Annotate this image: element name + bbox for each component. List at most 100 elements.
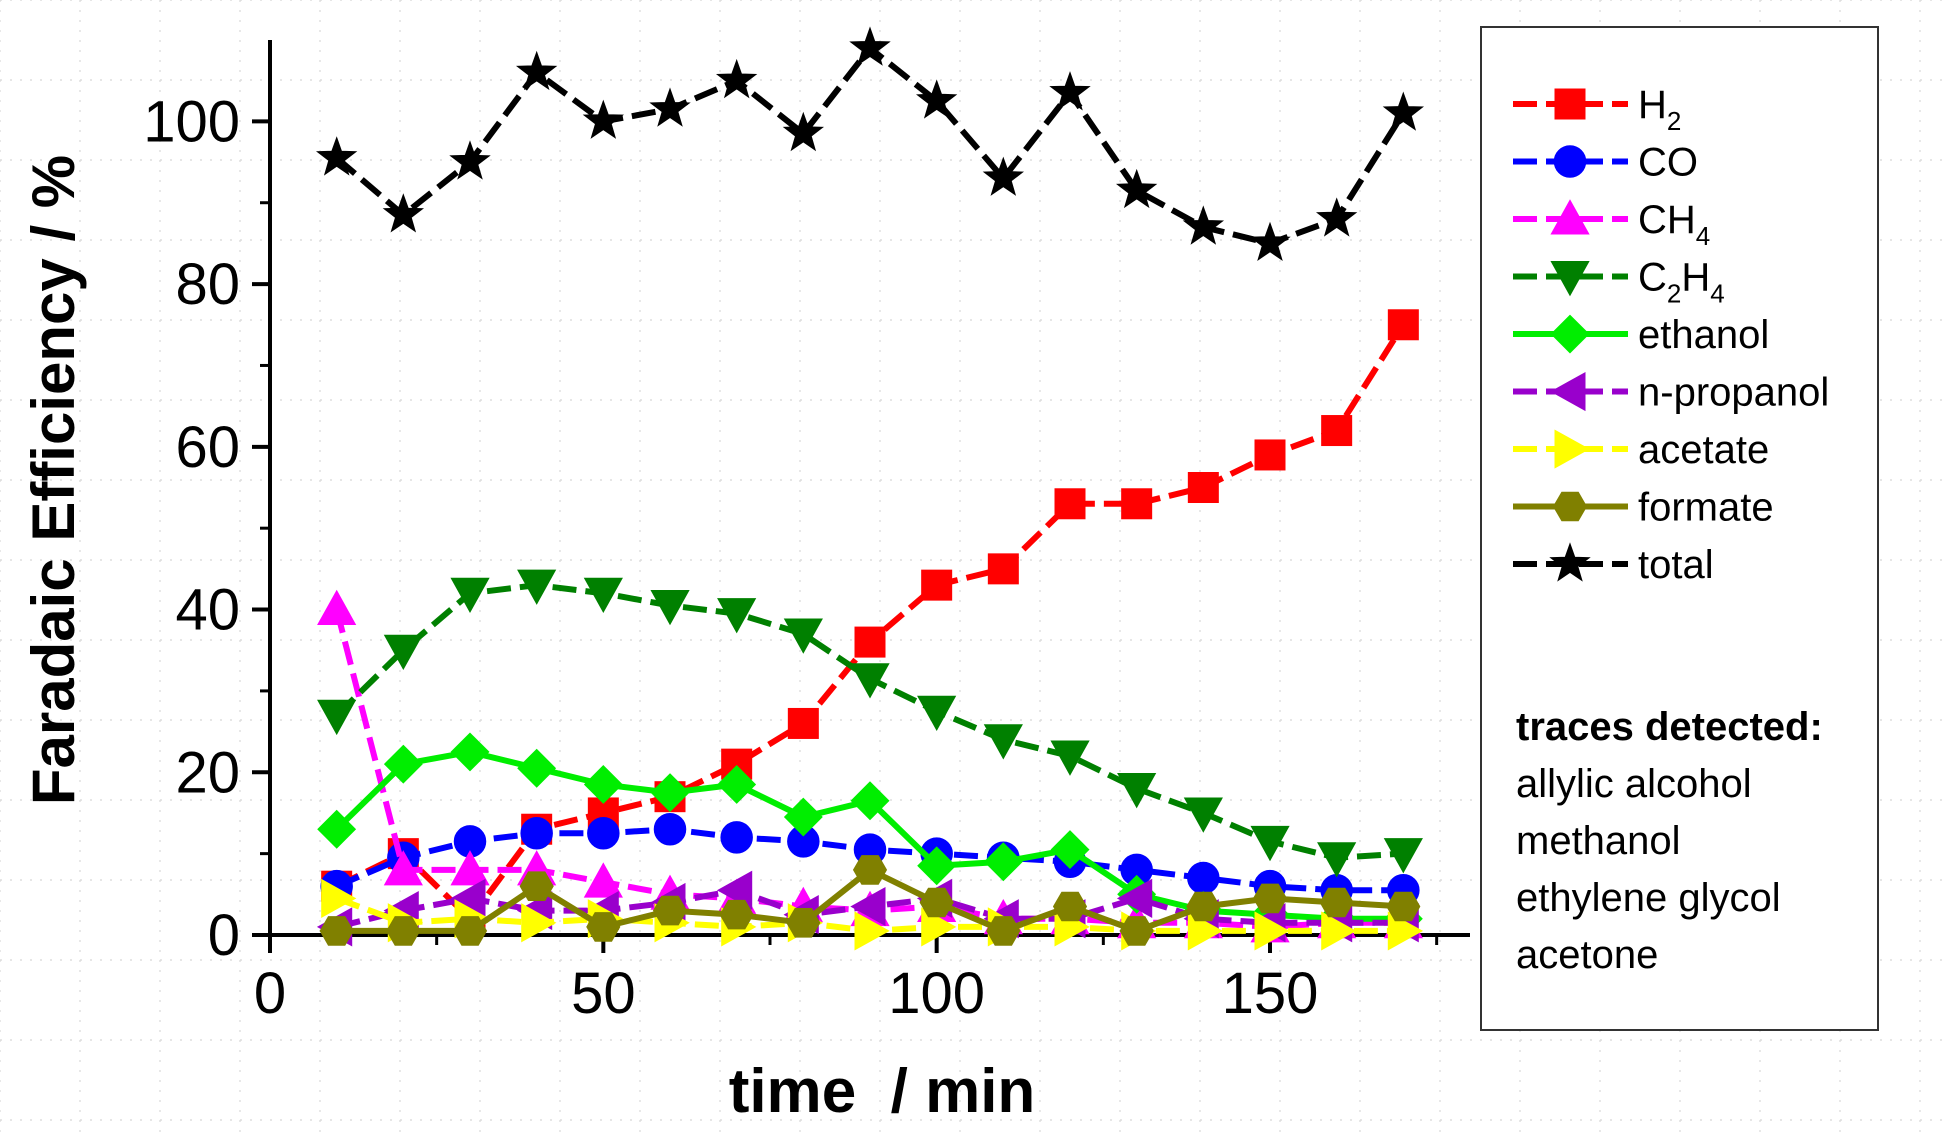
data-point-total: [1315, 197, 1358, 237]
x-tick-label: 0: [254, 961, 286, 1026]
data-point-total: [649, 87, 691, 127]
data-point-h2: [1321, 415, 1353, 447]
data-point-co: [587, 817, 620, 850]
data-point-h2: [854, 626, 886, 658]
data-point-h2: [1054, 488, 1086, 520]
legend-entry-c2h4: C2H4: [1513, 256, 1725, 309]
series-total: [315, 26, 1425, 262]
data-point-ethanol: [783, 797, 823, 837]
data-point-acetate: [521, 903, 557, 943]
data-point-c2h4: [717, 598, 757, 634]
legend-note-line: ethylene glycol: [1516, 876, 1781, 920]
data-point-formate: [1386, 891, 1421, 922]
data-point-formate: [1319, 887, 1354, 918]
data-point-ch4: [317, 589, 357, 625]
data-point-formate: [519, 871, 554, 901]
data-point-ch4: [583, 862, 623, 898]
y-tick-label: 80: [175, 252, 240, 317]
data-point-c2h4: [1050, 740, 1090, 776]
data-point-formate: [852, 855, 888, 885]
data-point-c2h4: [1317, 842, 1357, 878]
data-point-c2h4: [583, 577, 623, 614]
data-point-acetate: [1321, 911, 1357, 951]
data-point-npropanol: [716, 870, 753, 910]
data-point-c2h4: [1183, 797, 1223, 833]
data-point-total: [782, 111, 825, 152]
series-layer: [315, 26, 1425, 951]
data-point-h2: [1254, 439, 1286, 471]
data-point-acetate: [1387, 911, 1424, 951]
legend-label-ethanol: ethanol: [1638, 313, 1769, 357]
data-point-total: [515, 50, 558, 91]
data-point-co: [720, 821, 753, 854]
data-point-c2h4: [1250, 825, 1290, 862]
data-point-formate: [452, 916, 488, 946]
legend-entry-formate: formate: [1513, 486, 1774, 530]
data-point-ethanol: [917, 846, 957, 886]
data-point-formate: [1052, 891, 1088, 922]
legend-marker-ethanol: [1550, 314, 1590, 354]
legend-marker-c2h4: [1550, 261, 1590, 297]
legend-label-total: total: [1638, 543, 1714, 587]
legend-note-lines: allylic alcohol methanol ethylene glycol ac…: [1516, 762, 1781, 977]
legend-note-line: allylic alcohol: [1516, 762, 1752, 806]
data-point-h2: [1387, 309, 1419, 341]
data-point-formate: [719, 899, 754, 930]
legend-label-formate: formate: [1638, 486, 1774, 530]
legend-marker-npropanol: [1550, 371, 1586, 412]
legend-entry-npropanol: n-propanol: [1513, 371, 1829, 415]
data-point-ethanol: [1050, 830, 1090, 870]
data-point-total: [1115, 168, 1158, 209]
data-point-h2: [1187, 472, 1219, 503]
legend-marker-ch4: [1550, 199, 1590, 235]
y-tick-label: 60: [175, 415, 240, 480]
data-point-c2h4: [983, 724, 1023, 760]
x-axis-label: time / min: [729, 1057, 1036, 1126]
data-point-c2h4: [850, 663, 890, 699]
legend-box: [1480, 26, 1879, 1031]
data-point-acetate: [321, 878, 357, 918]
data-point-formate: [1119, 916, 1154, 946]
data-point-co: [653, 812, 687, 846]
legend-note-title: traces detected:: [1516, 705, 1823, 749]
legend-label-h2: H2: [1638, 83, 1681, 136]
data-point-c2h4: [517, 569, 557, 605]
data-point-h2: [987, 553, 1019, 585]
data-point-ethanol: [650, 773, 690, 813]
legend-entry-ethanol: ethanol: [1513, 313, 1769, 357]
data-point-formate: [586, 912, 621, 942]
data-point-npropanol: [1116, 878, 1153, 918]
legend-entry-co: CO: [1513, 141, 1698, 185]
legend-note-line: acetone: [1516, 933, 1658, 977]
data-point-ch4: [450, 850, 490, 886]
data-point-total: [449, 140, 491, 180]
data-point-c2h4: [1117, 773, 1157, 809]
legend-label-c2h4: C2H4: [1638, 256, 1725, 309]
data-point-npropanol: [850, 886, 886, 927]
data-point-total: [1249, 221, 1291, 262]
data-point-h2: [1121, 488, 1153, 520]
x-tick-label: 150: [1222, 961, 1319, 1026]
data-point-total: [915, 79, 958, 119]
data-point-total: [1049, 71, 1091, 111]
x-tick-label: 100: [888, 961, 985, 1026]
data-point-ethanol: [517, 748, 557, 788]
data-point-h2: [787, 707, 819, 739]
y-tick-label: 0: [208, 903, 240, 968]
data-point-formate: [386, 916, 421, 946]
legend-label-ch4: CH4: [1638, 198, 1710, 251]
data-point-total: [982, 156, 1025, 196]
y-tick-label: 100: [143, 89, 240, 154]
data-point-ethanol: [983, 842, 1023, 882]
data-point-ethanol: [317, 809, 357, 849]
data-point-c2h4: [383, 634, 423, 671]
data-point-acetate: [854, 911, 890, 951]
legend-label-npropanol: n-propanol: [1638, 371, 1829, 415]
data-point-formate: [652, 895, 688, 926]
data-point-c2h4: [650, 590, 690, 626]
data-point-acetate: [1254, 911, 1290, 951]
ticks-layer: 0 50 100 150 0 20 40 60 80 100: [143, 89, 1439, 1026]
legend-entry-acetate: acetate: [1513, 428, 1769, 472]
